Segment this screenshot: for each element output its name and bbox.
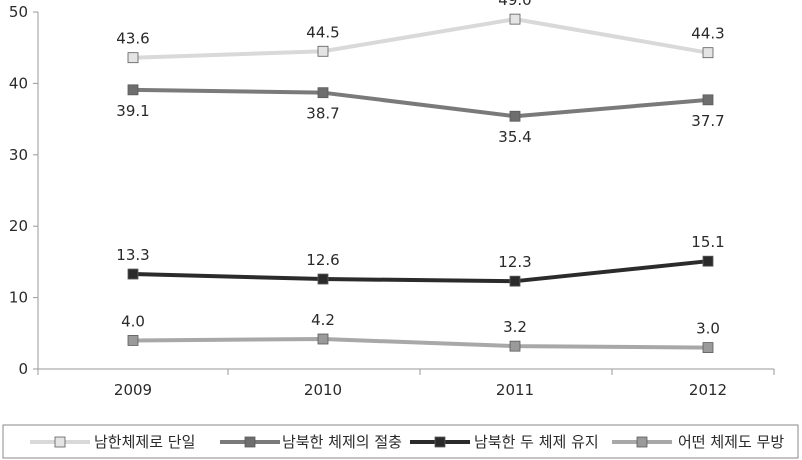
series-1: 43.6 44.5 49.0 44.3	[116, 0, 725, 64]
data-point	[509, 340, 521, 352]
data-point	[509, 110, 521, 122]
axes: 0 10 20 30 40 50 2009 2010 2011 2012	[9, 3, 775, 399]
data-point	[317, 45, 329, 57]
data-point	[127, 52, 139, 64]
series-layer: 43.6 44.5 49.0 44.3 39.1 38.7 35.4 37.7 13.3 12.6…	[116, 0, 725, 353]
y-tick-label: 10	[9, 289, 28, 307]
data-point	[509, 275, 521, 287]
data-label: 39.1	[116, 102, 149, 120]
legend: 남한체제로 단일 남북한 체제의 절충 남북한 두 체제 유지 어떤 체제도 무방	[2, 424, 799, 459]
series-3: 13.3 12.6 12.3 15.1	[116, 233, 725, 287]
data-label: 3.0	[696, 320, 720, 338]
data-point	[127, 268, 139, 280]
data-label: 35.4	[498, 128, 531, 146]
series-line	[132, 337, 709, 350]
data-label: 44.3	[691, 25, 724, 43]
series-line	[132, 259, 709, 284]
legend-item-3: 남북한 두 체제 유지	[410, 433, 599, 451]
data-label: 12.6	[306, 251, 339, 269]
data-label: 12.3	[498, 253, 531, 271]
legend-swatch-marker	[636, 436, 648, 448]
data-point	[509, 13, 521, 25]
legend-item-2: 남북한 체제의 절충	[220, 433, 402, 451]
data-point	[702, 47, 714, 59]
data-label: 38.7	[306, 105, 339, 123]
x-tick-label: 2010	[304, 381, 342, 399]
data-label: 49.0	[498, 0, 531, 9]
data-point	[317, 87, 329, 99]
data-point	[127, 335, 139, 346]
legend-swatch-marker	[434, 436, 446, 448]
y-tick-label: 0	[18, 360, 28, 378]
data-point	[702, 255, 714, 267]
series-2: 39.1 38.7 35.4 37.7	[116, 84, 725, 146]
data-point	[702, 94, 714, 106]
legend-item-1: 남한체제로 단일	[30, 433, 195, 451]
series-line	[132, 17, 709, 60]
data-point	[127, 84, 139, 96]
x-tick-label: 2012	[689, 381, 727, 399]
legend-label: 남북한 체제의 절충	[282, 433, 402, 451]
y-tick-label: 30	[9, 146, 28, 164]
data-label: 43.6	[116, 30, 149, 48]
data-label: 4.2	[311, 311, 335, 329]
data-label: 4.0	[121, 312, 145, 330]
legend-item-4: 어떤 체제도 무방	[612, 433, 784, 451]
legend-label: 남북한 두 체제 유지	[474, 433, 599, 451]
data-label: 13.3	[116, 246, 149, 264]
data-point	[317, 333, 329, 345]
series-4: 4.0 4.2 3.2 3.0	[121, 311, 720, 353]
series-line	[132, 87, 709, 119]
data-label: 15.1	[691, 233, 724, 251]
x-tick-label: 2011	[496, 381, 534, 399]
y-tick-label: 20	[9, 217, 28, 235]
legend-label: 어떤 체제도 무방	[678, 433, 784, 451]
data-label: 37.7	[691, 112, 724, 130]
legend-swatch-marker	[244, 436, 256, 448]
data-point	[317, 273, 329, 285]
data-label: 3.2	[503, 318, 527, 336]
x-tick-label: 2009	[114, 381, 152, 399]
data-label: 44.5	[306, 23, 339, 41]
data-point	[702, 342, 714, 353]
y-tick-label: 50	[9, 3, 28, 21]
legend-label: 남한체제로 단일	[94, 433, 195, 451]
legend-swatch-marker	[54, 436, 66, 448]
y-tick-label: 40	[9, 74, 28, 92]
